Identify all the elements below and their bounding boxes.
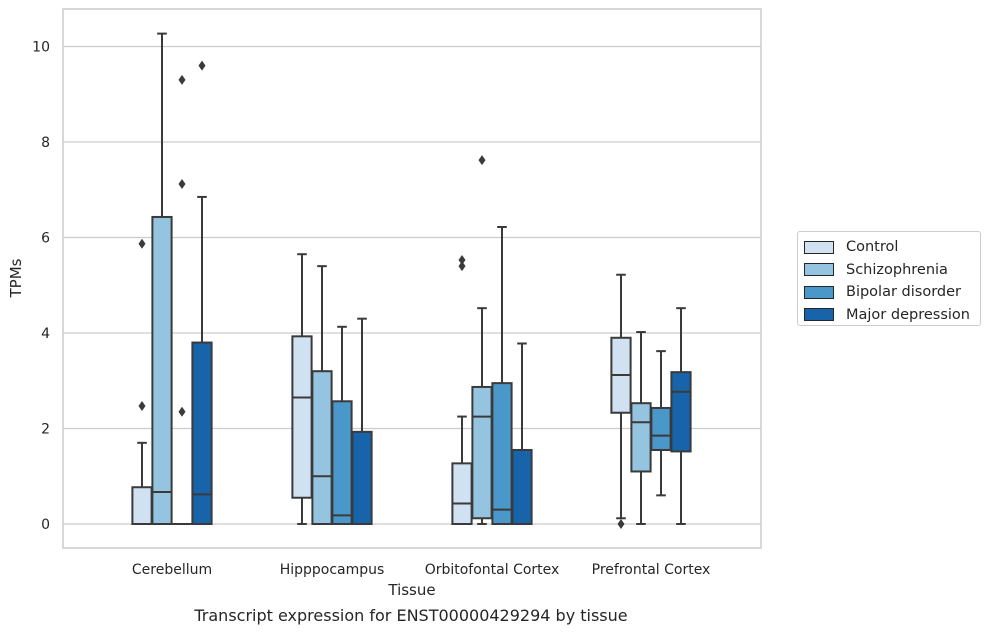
flier-0 (198, 60, 206, 71)
box-2-1 (331, 325, 353, 525)
box-body (131, 486, 153, 526)
legend-label: Bipolar disorder (846, 284, 961, 301)
box-body (311, 370, 333, 526)
y-tick-0: 0 (41, 517, 50, 533)
legend-item-2: Bipolar disorder (804, 281, 980, 304)
y-tick-6: 6 (41, 231, 50, 247)
box-body (191, 341, 213, 525)
box-body (630, 402, 652, 473)
legend-swatch (804, 285, 834, 299)
y-tick-labels: 0 2 4 6 8 10 (32, 40, 50, 534)
x-tick-2: Orbitofontal Cortex (425, 562, 560, 578)
x-tick-labels: Cerebellum Hipppocampus Orbitofontal Corte… (132, 562, 710, 578)
legend: Control Schizophrenia Bipolar disorder Majo… (797, 231, 981, 326)
y-axis-label: TPMs (7, 258, 25, 298)
legend-label: Schizophrenia (846, 261, 948, 278)
box-3-3 (670, 307, 692, 525)
legend-swatch (804, 263, 834, 277)
box-body (491, 382, 513, 526)
flier-0 (478, 155, 486, 166)
box-body (511, 448, 533, 525)
x-tick-3: Prefrontal Cortex (592, 562, 711, 578)
box-groups (131, 32, 692, 529)
flier-0 (458, 261, 466, 272)
x-tick-1: Hipppocampus (280, 562, 385, 578)
legend-swatch (804, 240, 834, 254)
box-body (151, 215, 173, 525)
box-body (451, 462, 473, 526)
legend-swatch (804, 308, 834, 322)
box-0-0 (131, 238, 153, 526)
flier-1 (138, 238, 146, 249)
y-tick-4: 4 (41, 326, 50, 342)
box-3-2 (511, 342, 533, 525)
box-0-3 (610, 273, 632, 529)
x-axis-label: Tissue (387, 581, 435, 599)
flier-2 (178, 74, 186, 85)
box-body (291, 335, 313, 499)
y-tick-10: 10 (32, 40, 50, 56)
box-body (351, 430, 373, 525)
box-body (331, 400, 353, 525)
chart-caption: Transcript expression for ENST0000042929… (194, 606, 628, 625)
flier-0 (138, 401, 146, 412)
box-3-0 (191, 60, 213, 525)
box-1-2 (471, 155, 493, 525)
legend-item-3: Major depression (804, 304, 980, 327)
legend-item-0: Control (804, 236, 980, 259)
flier-0 (617, 519, 625, 529)
flier-0 (178, 406, 186, 417)
box-1-0 (151, 32, 173, 525)
legend-label: Control (846, 239, 899, 256)
box-body (471, 385, 493, 520)
box-0-1 (291, 253, 313, 525)
x-tick-0: Cerebellum (132, 562, 212, 578)
y-tick-2: 2 (41, 422, 50, 438)
box-2-2 (491, 225, 513, 526)
y-tick-8: 8 (41, 135, 50, 151)
flier-1 (178, 179, 186, 190)
plot-frame (62, 8, 762, 549)
legend-label: Major depression (846, 306, 970, 323)
legend-item-1: Schizophrenia (804, 259, 980, 282)
flier-1 (458, 254, 466, 265)
box-body (670, 371, 692, 453)
box-3-1 (351, 317, 373, 525)
box-body (650, 406, 672, 451)
